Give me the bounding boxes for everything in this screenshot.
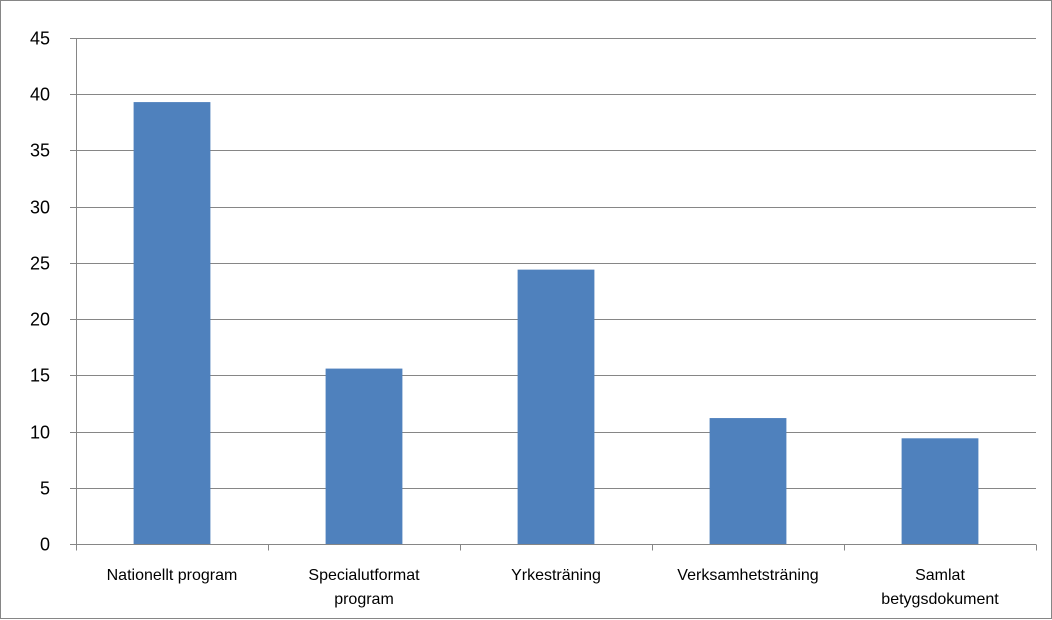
axes [70, 38, 1037, 551]
x-category-label: Nationellt program [107, 567, 238, 584]
bar-1 [325, 368, 403, 544]
y-tick-label: 40 [30, 85, 50, 105]
y-tick-label: 30 [30, 198, 50, 218]
y-tick-label: 5 [40, 479, 50, 499]
y-tick-label: 10 [30, 423, 50, 443]
x-category-labels: Nationellt program Specialutformat program… [107, 567, 1000, 608]
bar-3 [709, 418, 787, 544]
y-tick-label: 25 [30, 254, 50, 274]
bar-0 [133, 102, 211, 545]
y-tick-label: 15 [30, 366, 50, 386]
y-tick-label: 35 [30, 141, 50, 161]
y-tick-labels: 0 5 10 15 20 25 30 35 40 45 [30, 29, 50, 555]
x-category-label: Samlat betygsdokument [881, 567, 999, 608]
gridlines [76, 38, 1036, 489]
y-tick-label: 20 [30, 310, 50, 330]
bars [133, 102, 979, 545]
x-category-label: Yrkesträning [511, 567, 601, 584]
bar-2 [517, 269, 595, 544]
bar-4 [901, 438, 979, 544]
x-category-label: Verksamhetsträning [677, 567, 818, 584]
y-tick-label: 45 [30, 29, 50, 49]
x-category-label: Specialutformat program [308, 567, 420, 608]
y-tick-label: 0 [40, 535, 50, 555]
